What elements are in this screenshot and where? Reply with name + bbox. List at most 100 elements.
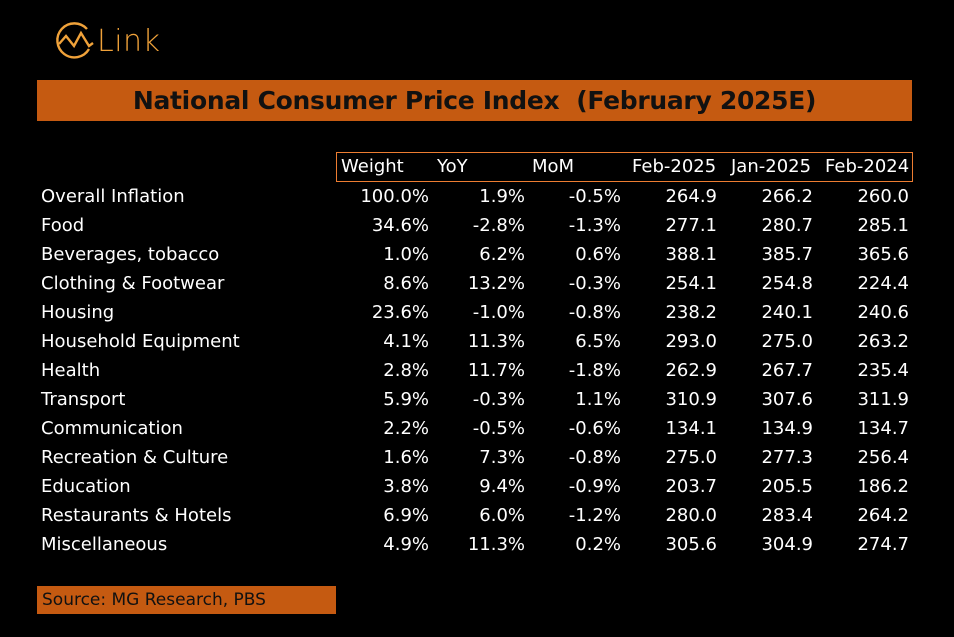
cell-mom: 6.5% bbox=[575, 331, 621, 352]
cell-weight: 100.0% bbox=[360, 186, 429, 207]
cell-yoy: -0.3% bbox=[472, 389, 525, 410]
cell-feb-2025: 264.9 bbox=[665, 186, 717, 207]
cell-weight: 8.6% bbox=[383, 273, 429, 294]
table-row: Health 2.8% 11.7% -1.8% 262.9 267.7 235.4 bbox=[0, 356, 954, 385]
cell-feb-2024: 260.0 bbox=[857, 186, 909, 207]
cell-feb-2025: 254.1 bbox=[665, 273, 717, 294]
cell-jan-2025: 304.9 bbox=[761, 534, 813, 555]
cell-jan-2025: 385.7 bbox=[761, 244, 813, 265]
cell-yoy: 11.3% bbox=[467, 331, 525, 352]
cell-mom: -0.3% bbox=[568, 273, 621, 294]
cell-feb-2025: 275.0 bbox=[665, 447, 717, 468]
cell-feb-2024: 264.2 bbox=[857, 505, 909, 526]
cell-feb-2025: 305.6 bbox=[665, 534, 717, 555]
cell-weight: 1.6% bbox=[383, 447, 429, 468]
cell-yoy: 7.3% bbox=[479, 447, 525, 468]
cell-jan-2025: 254.8 bbox=[761, 273, 813, 294]
table-row: Clothing & Footwear 8.6% 13.2% -0.3% 254.1 25… bbox=[0, 269, 954, 298]
cell-feb-2024: 186.2 bbox=[857, 476, 909, 497]
column-header-feb-2024: Feb-2024 bbox=[825, 156, 910, 177]
row-label: Housing bbox=[41, 302, 115, 323]
cell-feb-2024: 235.4 bbox=[857, 360, 909, 381]
table-row: Housing 23.6% -1.0% -0.8% 238.2 240.1 240.6 bbox=[0, 298, 954, 327]
link-logo-icon bbox=[56, 22, 94, 59]
cell-feb-2025: 310.9 bbox=[665, 389, 717, 410]
row-label: Food bbox=[41, 215, 85, 236]
cell-feb-2025: 262.9 bbox=[665, 360, 717, 381]
row-label: Transport bbox=[41, 389, 126, 410]
cell-weight: 3.8% bbox=[383, 476, 429, 497]
cell-feb-2024: 240.6 bbox=[857, 302, 909, 323]
row-label: Restaurants & Hotels bbox=[41, 505, 232, 526]
cell-feb-2025: 388.1 bbox=[665, 244, 717, 265]
cell-yoy: -0.5% bbox=[472, 418, 525, 439]
table-row: Beverages, tobacco 1.0% 6.2% 0.6% 388.1 385.7… bbox=[0, 240, 954, 269]
cell-mom: -0.5% bbox=[568, 186, 621, 207]
cell-feb-2024: 256.4 bbox=[857, 447, 909, 468]
cell-yoy: 6.0% bbox=[479, 505, 525, 526]
cell-weight: 4.9% bbox=[383, 534, 429, 555]
cell-weight: 4.1% bbox=[383, 331, 429, 352]
cell-jan-2025: 280.7 bbox=[761, 215, 813, 236]
source-box: Source: MG Research, PBS bbox=[37, 586, 336, 614]
table-row: Communication 2.2% -0.5% -0.6% 134.1 134.9 134… bbox=[0, 414, 954, 443]
cell-weight: 5.9% bbox=[383, 389, 429, 410]
cell-mom: -0.8% bbox=[568, 447, 621, 468]
cell-weight: 23.6% bbox=[371, 302, 429, 323]
cell-feb-2025: 203.7 bbox=[665, 476, 717, 497]
cell-feb-2024: 263.2 bbox=[857, 331, 909, 352]
row-label: Recreation & Culture bbox=[41, 447, 229, 468]
source-note: Source: MG Research, PBS bbox=[42, 590, 266, 610]
row-label: Overall Inflation bbox=[41, 186, 185, 207]
cell-yoy: 1.9% bbox=[479, 186, 525, 207]
cell-yoy: 11.3% bbox=[467, 534, 525, 555]
cell-mom: -0.6% bbox=[568, 418, 621, 439]
page-title: National Consumer Price Index (February … bbox=[132, 86, 817, 115]
cell-mom: -0.8% bbox=[568, 302, 621, 323]
table-row: Education 3.8% 9.4% -0.9% 203.7 205.5 186.2 bbox=[0, 472, 954, 501]
cell-weight: 6.9% bbox=[383, 505, 429, 526]
title-bar: National Consumer Price Index (February … bbox=[37, 80, 912, 121]
cell-feb-2025: 277.1 bbox=[665, 215, 717, 236]
cell-feb-2025: 134.1 bbox=[665, 418, 717, 439]
cell-mom: -1.2% bbox=[568, 505, 621, 526]
row-label: Education bbox=[41, 476, 131, 497]
cell-weight: 1.0% bbox=[383, 244, 429, 265]
cell-jan-2025: 266.2 bbox=[761, 186, 813, 207]
cell-jan-2025: 240.1 bbox=[761, 302, 813, 323]
row-label: Health bbox=[41, 360, 101, 381]
logo-text: Link bbox=[97, 23, 161, 59]
column-header-jan-2025: Jan-2025 bbox=[731, 156, 812, 177]
cell-feb-2024: 311.9 bbox=[857, 389, 909, 410]
cell-jan-2025: 283.4 bbox=[761, 505, 813, 526]
logo: Link bbox=[53, 19, 160, 63]
cell-weight: 2.8% bbox=[383, 360, 429, 381]
cell-yoy: 9.4% bbox=[479, 476, 525, 497]
row-label: Household Equipment bbox=[41, 331, 240, 352]
column-header-mom: MoM bbox=[532, 156, 575, 177]
cell-feb-2025: 280.0 bbox=[665, 505, 717, 526]
row-label: Clothing & Footwear bbox=[41, 273, 225, 294]
cell-feb-2024: 285.1 bbox=[857, 215, 909, 236]
cell-yoy: 11.7% bbox=[467, 360, 525, 381]
cell-feb-2024: 365.6 bbox=[857, 244, 909, 265]
cell-jan-2025: 267.7 bbox=[761, 360, 813, 381]
cell-feb-2024: 224.4 bbox=[857, 273, 909, 294]
cell-feb-2024: 134.7 bbox=[857, 418, 909, 439]
table-row: Overall Inflation 100.0% 1.9% -0.5% 264.9 266… bbox=[0, 182, 954, 211]
column-header-feb-2025: Feb-2025 bbox=[632, 156, 717, 177]
table-row: Restaurants & Hotels 6.9% 6.0% -1.2% 280.0 28… bbox=[0, 501, 954, 530]
cell-mom: -1.8% bbox=[568, 360, 621, 381]
cell-mom: 0.6% bbox=[575, 244, 621, 265]
cell-mom: -0.9% bbox=[568, 476, 621, 497]
cell-feb-2024: 274.7 bbox=[857, 534, 909, 555]
cell-weight: 34.6% bbox=[371, 215, 429, 236]
table-row: Food 34.6% -2.8% -1.3% 277.1 280.7 285.1 bbox=[0, 211, 954, 240]
cell-yoy: 6.2% bbox=[479, 244, 525, 265]
cell-mom: -1.3% bbox=[568, 215, 621, 236]
cell-jan-2025: 134.9 bbox=[761, 418, 813, 439]
table-row: Household Equipment 4.1% 11.3% 6.5% 293.0 275… bbox=[0, 327, 954, 356]
cell-feb-2025: 293.0 bbox=[665, 331, 717, 352]
cell-weight: 2.2% bbox=[383, 418, 429, 439]
table-row: Recreation & Culture 1.6% 7.3% -0.8% 275.0 27… bbox=[0, 443, 954, 472]
